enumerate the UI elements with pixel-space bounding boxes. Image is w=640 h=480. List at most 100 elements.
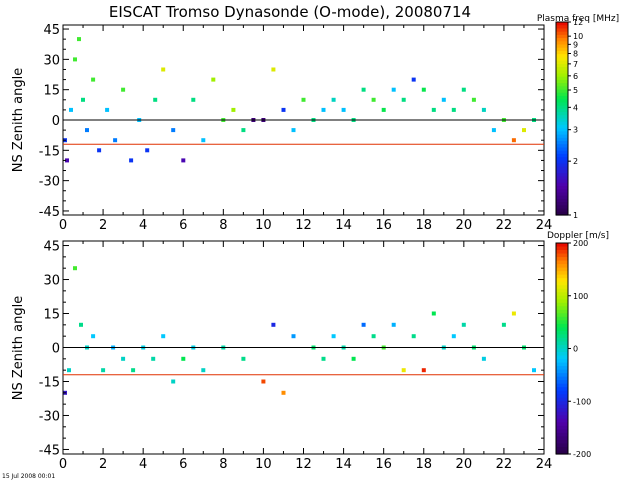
colorbar-segment	[556, 376, 568, 381]
colorbar-segment	[556, 134, 568, 139]
colorbar-segment	[556, 22, 568, 26]
data-point	[241, 356, 246, 361]
x-tick-label: 18	[415, 457, 432, 472]
colorbar-segment	[556, 285, 568, 290]
data-point	[461, 322, 466, 327]
data-point	[451, 107, 456, 112]
colorbar-segment	[556, 309, 568, 314]
colorbar-segment	[556, 323, 568, 328]
colorbar-segment	[556, 105, 568, 110]
data-point	[301, 97, 306, 102]
bottom-colorbar-title: Doppler [m/s]	[547, 231, 609, 241]
data-point	[351, 356, 356, 361]
colorbar-tick-label: 12	[573, 18, 583, 27]
bottom-colorbar: 200 100 0 -100 -200	[555, 239, 591, 459]
data-point	[511, 138, 516, 143]
colorbar-segment	[556, 253, 568, 258]
data-point	[391, 87, 396, 92]
x-tick-label: 10	[255, 218, 272, 233]
colorbar-segment	[556, 166, 568, 171]
colorbar-segment	[556, 257, 568, 262]
colorbar-segment	[556, 205, 568, 210]
colorbar-segment	[556, 198, 568, 203]
colorbar-segment	[556, 89, 568, 94]
colorbar-segment	[556, 316, 568, 321]
x-tick-label: 16	[375, 457, 392, 472]
colorbar-segment	[556, 390, 568, 395]
data-point	[532, 368, 536, 373]
data-point	[145, 148, 150, 153]
bottom-scatter	[63, 266, 536, 395]
data-point	[121, 87, 126, 92]
colorbar-segment	[556, 313, 568, 318]
colorbar-tick-label: 1	[573, 211, 578, 220]
x-tick-label: 12	[295, 218, 312, 233]
x-tick-label: 8	[219, 218, 227, 233]
colorbar-segment	[556, 86, 568, 91]
colorbar-segment	[556, 302, 568, 307]
x-tick-label: 8	[219, 457, 227, 472]
colorbar-segment	[556, 95, 568, 100]
data-point	[77, 37, 81, 42]
x-tick-label: 14	[335, 218, 352, 233]
colorbar-segment	[556, 337, 568, 343]
data-point	[91, 77, 96, 82]
colorbar-segment	[556, 153, 568, 158]
colorbar-segment	[556, 271, 568, 276]
x-tick-label: 6	[179, 218, 187, 233]
colorbar-segment	[556, 401, 568, 406]
colorbar-segment	[556, 102, 568, 107]
colorbar-segment	[556, 176, 568, 181]
colorbar-segment	[556, 115, 568, 120]
colorbar-segment	[556, 359, 568, 364]
data-point	[371, 334, 376, 339]
x-tick-label: 2	[99, 457, 107, 472]
data-point	[85, 128, 89, 133]
colorbar-tick-label: -100	[573, 397, 591, 406]
top-y-axis-label: NS Zenith angle	[11, 68, 26, 172]
data-point	[181, 356, 186, 361]
data-point	[291, 334, 296, 339]
colorbar-segment	[556, 446, 568, 452]
x-tick-label: 24	[536, 457, 553, 472]
data-point	[191, 97, 196, 102]
data-point	[471, 97, 476, 102]
colorbar-segment	[556, 327, 568, 332]
data-point	[181, 158, 186, 163]
data-point	[511, 311, 516, 316]
x-tick-label: 22	[496, 218, 513, 233]
colorbar-segment	[556, 355, 568, 360]
colorbar-segment	[556, 38, 568, 42]
data-point	[431, 311, 436, 316]
x-tick-label: 18	[415, 218, 432, 233]
data-point	[331, 97, 336, 102]
colorbar-segment	[556, 246, 568, 251]
colorbar-segment	[556, 243, 568, 248]
colorbar-segment	[556, 41, 568, 46]
colorbar-segment	[556, 432, 568, 438]
data-point	[81, 97, 85, 102]
data-point	[421, 368, 426, 373]
colorbar-tick-label: 5	[573, 86, 578, 95]
data-point	[401, 97, 406, 102]
colorbar-segment	[556, 278, 568, 283]
data-point	[101, 368, 106, 373]
colorbar-segment	[556, 380, 568, 385]
data-point	[161, 67, 166, 72]
y-tick-label: -45	[39, 205, 60, 220]
y-tick-label: -45	[39, 443, 60, 458]
colorbar-segment	[556, 99, 568, 104]
data-point	[481, 356, 486, 361]
colorbar-segment	[556, 160, 568, 165]
colorbar-segment	[556, 150, 568, 155]
x-tick-label: 2	[99, 218, 107, 233]
colorbar-segment	[556, 408, 568, 413]
colorbar-segment	[556, 121, 568, 126]
colorbar-segment	[556, 34, 568, 39]
colorbar-frame	[555, 21, 569, 216]
y-tick-label: 45	[43, 240, 60, 255]
x-tick-label: 4	[139, 218, 147, 233]
data-point	[421, 87, 426, 92]
